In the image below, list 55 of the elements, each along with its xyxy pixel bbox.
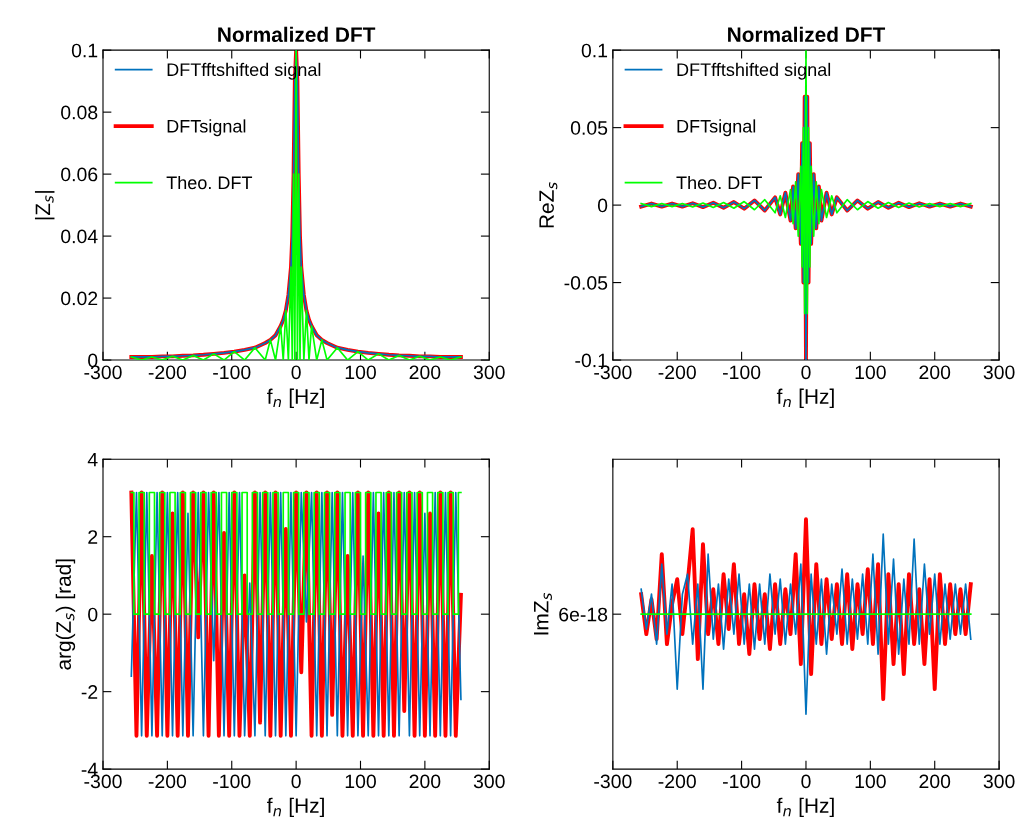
x-axis-title: f$_{n}$ [Hz] <box>776 388 834 409</box>
y-tick-label: 0.08 <box>61 105 98 120</box>
x-tick-label: -200 <box>148 774 187 789</box>
x-tick-label: 100 <box>345 365 376 380</box>
x-tick-label: -200 <box>658 774 696 789</box>
y-tick-label: 4 <box>87 452 98 467</box>
x-axis-title: f$_{n}$ [Hz] <box>776 797 834 818</box>
legend-label: Theo. DFT <box>166 175 253 190</box>
x-tick-label: 300 <box>473 365 505 380</box>
legend-label: DFTsignal <box>677 119 756 137</box>
legend-label: Theo. DFT <box>676 175 762 190</box>
y-tick-label: 0 <box>597 198 608 213</box>
y-tick-label: 0.1 <box>71 43 98 58</box>
chart-title: Normalized DFT <box>728 26 886 43</box>
y-tick-label: -0.05 <box>564 276 608 290</box>
x-tick-label: 0 <box>291 365 301 380</box>
x-tick-label: -100 <box>213 774 251 789</box>
x-tick-label: 0 <box>291 774 301 789</box>
legend-label: DFTsignal <box>167 119 246 137</box>
y-axis-title: ImZ$_{s}$ <box>534 593 552 635</box>
x-tick-label: 100 <box>345 774 376 789</box>
y-tick-label: 0.1 <box>581 43 608 58</box>
x-tick-label: -300 <box>84 365 122 380</box>
x-axis-title: f$_{n}$ [Hz] <box>267 797 324 818</box>
x-axis-title: f$_{n}$ [Hz] <box>267 388 324 409</box>
x-tick-label: 100 <box>855 365 886 380</box>
y-tick-label: 0.04 <box>61 229 98 244</box>
x-tick-label: 100 <box>855 774 886 789</box>
y-tick-label: 0.02 <box>61 291 98 306</box>
x-tick-label: 300 <box>983 365 1015 380</box>
x-tick-label: -100 <box>213 365 251 380</box>
x-tick-label: 300 <box>473 774 505 789</box>
x-tick-label: 0 <box>801 365 811 380</box>
x-tick-label: 200 <box>919 774 951 789</box>
x-tick-label: 0 <box>801 774 811 789</box>
y-tick-label: 0 <box>88 607 98 622</box>
y-axis-title: arg(Z$_{s}$) [rad] <box>55 559 76 670</box>
x-tick-label: -200 <box>148 365 187 380</box>
y-tick-label: 0.05 <box>570 121 608 135</box>
x-tick-label: -100 <box>723 774 761 789</box>
x-tick-label: -100 <box>723 365 761 380</box>
y-axis-title: |Z$_{s}$| <box>34 191 55 220</box>
x-tick-label: 200 <box>919 365 951 380</box>
x-tick-label: 300 <box>983 774 1015 789</box>
y-tick-label: 0 <box>88 353 98 368</box>
x-tick-label: 200 <box>409 365 441 380</box>
x-tick-label: 200 <box>409 774 441 789</box>
text: 6e-18 <box>559 607 608 622</box>
y-axis-title: ReZ$_{s}$ <box>539 182 558 228</box>
y-tick-label: 2 <box>88 530 98 544</box>
x-tick-label: -300 <box>594 774 632 789</box>
x-tick-label: -200 <box>658 365 696 380</box>
y-tick-label: 0.06 <box>61 167 98 182</box>
y-tick-label: -2 <box>81 685 98 699</box>
chart-title: Normalized DFT <box>218 26 376 43</box>
